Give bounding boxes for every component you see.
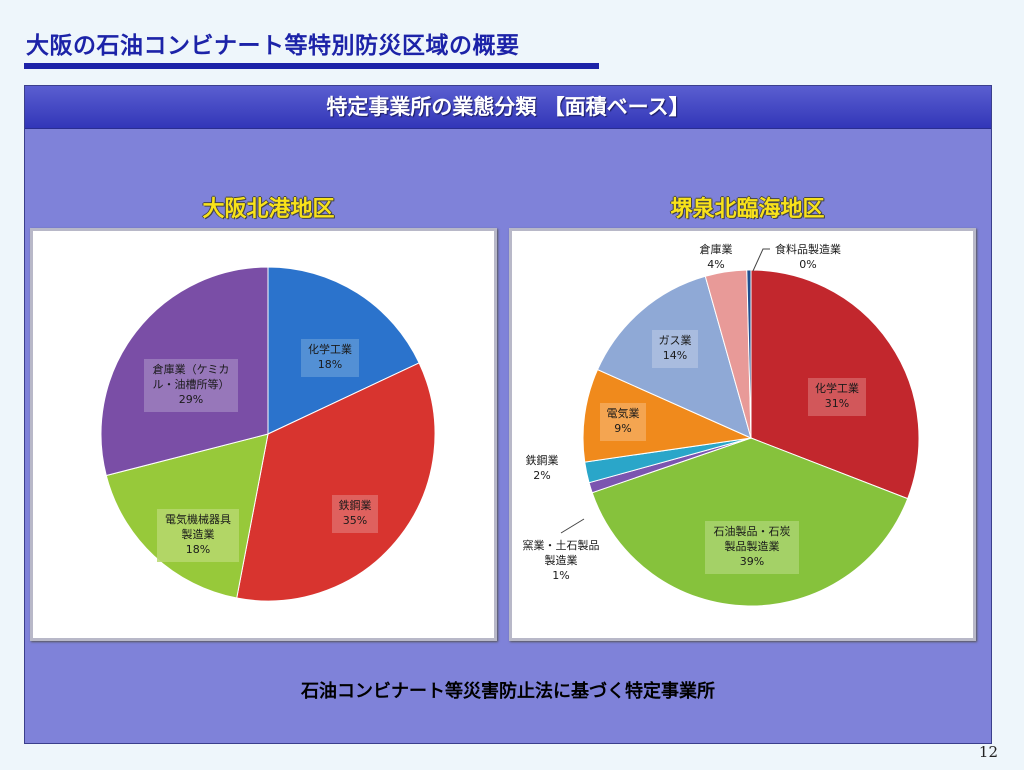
slice-label: 化学工業 18%	[301, 339, 359, 377]
leader-line	[560, 518, 585, 534]
district-title-kitako: 大阪北港地区	[202, 197, 335, 222]
slice-label-text: 1%	[552, 569, 569, 582]
slice-label-text: 窯業・土石製品	[523, 538, 600, 552]
district-title-senboku: 堺泉北臨海地区	[670, 197, 825, 222]
slice-label-text: 倉庫業	[700, 242, 733, 256]
slice-label-text: 39%	[740, 555, 764, 568]
title-underline	[24, 63, 599, 69]
slice-label-text: 倉庫業（ケミカ	[153, 362, 230, 376]
slice-label: ガス業 14%	[652, 330, 698, 368]
slice-label-text: ル・油槽所等）	[153, 377, 230, 391]
slice-label: 鉄鋼業 2%	[526, 453, 559, 482]
slice-label: 鉄鋼業 35%	[332, 495, 378, 533]
slice-label-text: 化学工業	[308, 342, 352, 356]
slice-label-text: 18%	[186, 543, 210, 556]
slice-label: 化学工業 31%	[808, 378, 866, 416]
slice-label-text: 鉄鋼業	[339, 498, 372, 512]
slice-label: 電気業 9%	[600, 403, 646, 441]
slice-label-text: ガス業	[659, 334, 692, 347]
slide-title: 大阪の石油コンビナート等特別防災区域の概要	[26, 33, 520, 59]
label-background	[705, 521, 799, 574]
slice-label-text: 29%	[179, 393, 203, 406]
slice-label-text: 31%	[825, 397, 849, 410]
chart-senboku: 化学工業 31% 石油製品・石炭 製品製造業 39% 窯業・土石製品 製造業 1% 鉄鋼業 2% 電…	[509, 228, 976, 641]
pie-slice	[746, 269, 752, 439]
slice-label-text: 9%	[614, 422, 631, 435]
slice-label-text: 電気業	[607, 406, 640, 420]
slice-label-text: 18%	[318, 358, 342, 371]
slice-label-text: 電気機械器具	[165, 512, 231, 526]
slice-label-text: 製品製造業	[725, 539, 780, 553]
content-panel: 特定事業所の業態分類 【面積ベース】 大阪北港地区 堺泉北臨海地区 化学工業 18…	[24, 85, 992, 744]
slice-label-text: 石油製品・石炭	[714, 524, 791, 538]
footnote: 石油コンビナート等災害防止法に基づく特定事業所	[301, 681, 715, 702]
slice-label-text: 4%	[707, 258, 724, 271]
slice-label-text: 鉄鋼業	[526, 453, 559, 467]
chart-kitako: 化学工業 18% 鉄鋼業 35% 電気機械器具 製造業 18% 倉庫業（ケミカ ル・油槽所等） 2…	[30, 228, 497, 641]
slice-label-text: 35%	[343, 514, 367, 527]
slice-label-text: 食料品製造業	[775, 242, 841, 256]
slice-label: 倉庫業 4%	[700, 242, 733, 271]
label-background	[157, 509, 239, 562]
slice-label: 食料品製造業 0%	[775, 242, 841, 271]
panel-header: 特定事業所の業態分類 【面積ベース】	[25, 86, 991, 129]
slice-label-text: 2%	[533, 469, 550, 482]
slice-label-text: 製造業	[545, 553, 578, 567]
slice-label-text: 14%	[663, 349, 687, 362]
label-background	[332, 495, 378, 533]
label-background	[144, 359, 238, 412]
pie-slice	[236, 362, 436, 602]
page-number: 12	[978, 743, 998, 761]
slice-label-text: 化学工業	[815, 381, 859, 395]
slice-label-text: 0%	[799, 258, 816, 271]
label-background	[652, 330, 698, 368]
label-background	[600, 403, 646, 441]
slice-label-text: 製造業	[182, 527, 215, 541]
leader-line	[752, 248, 770, 272]
label-background	[808, 378, 866, 416]
label-background	[301, 339, 359, 377]
